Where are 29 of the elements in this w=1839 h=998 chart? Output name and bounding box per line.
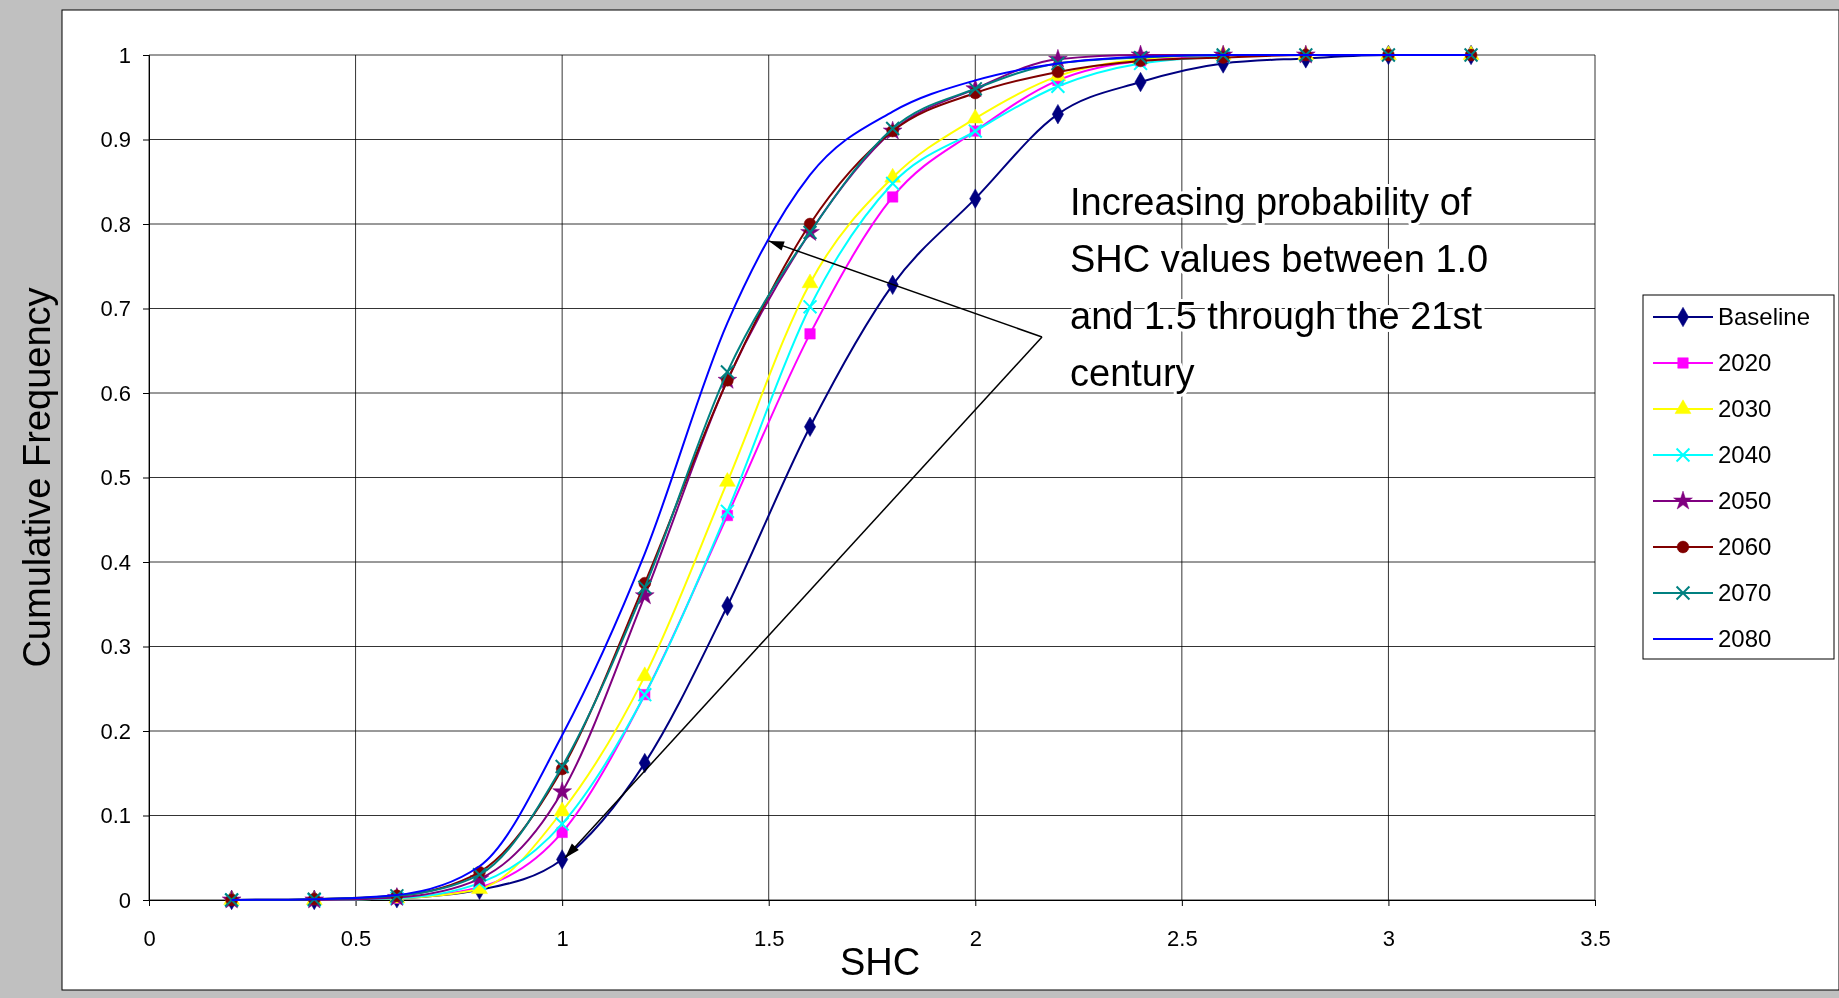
x-tick-label: 3.5 <box>1580 925 1611 951</box>
x-axis-title: SHC <box>839 941 921 983</box>
y-tick-label: 1 <box>118 42 131 68</box>
legend-label: 2050 <box>1718 487 1772 514</box>
y-tick-label: 0.1 <box>100 803 131 829</box>
legend-label: Baseline <box>1718 303 1811 330</box>
y-tick-label: 0.4 <box>100 549 131 575</box>
legend-label: 2020 <box>1718 349 1772 376</box>
x-tick-label: 0.5 <box>340 925 372 951</box>
x-tick-label: 3 <box>1382 925 1396 951</box>
y-tick-label: 0.2 <box>100 718 131 744</box>
legend-label: 2070 <box>1718 579 1772 606</box>
legend-label: 2080 <box>1718 625 1772 652</box>
y-tick-label: 0.6 <box>100 380 131 406</box>
y-axis-title: Cumulative Frequency <box>16 287 58 668</box>
legend-label: 2030 <box>1718 395 1772 422</box>
y-tick-label: 0.3 <box>100 634 131 660</box>
x-tick-label: 2 <box>969 925 982 951</box>
legend-label: 2060 <box>1718 533 1772 560</box>
x-tick-label: 1.5 <box>753 925 785 951</box>
y-tick-label: 0.7 <box>100 296 131 322</box>
y-tick-label: 0.5 <box>100 465 131 491</box>
x-tick-label: 0 <box>143 925 156 951</box>
y-tick-label: 0.9 <box>100 127 131 153</box>
y-tick-label: 0 <box>118 887 131 913</box>
x-tick-label: 1 <box>556 925 569 951</box>
y-tick-label: 0.8 <box>100 211 131 237</box>
legend-label: 2040 <box>1718 441 1772 468</box>
x-tick-label: 2.5 <box>1167 925 1198 951</box>
